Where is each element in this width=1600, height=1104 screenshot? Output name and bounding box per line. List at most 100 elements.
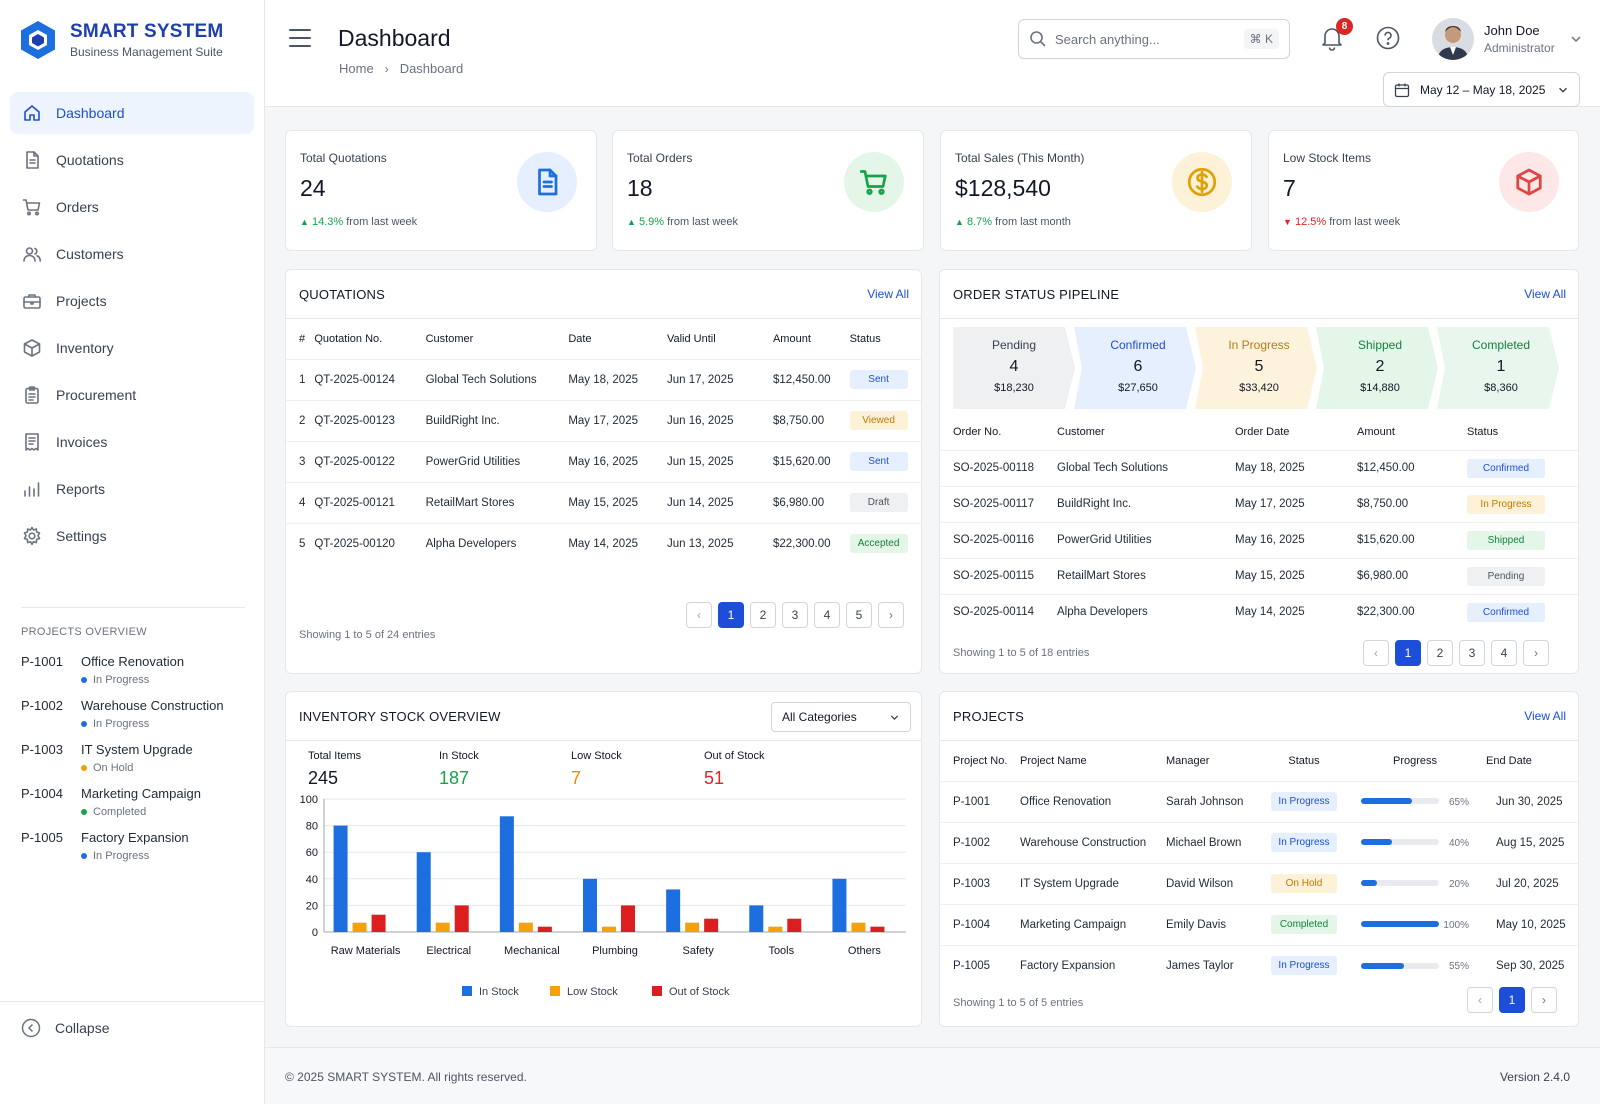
- table-row[interactable]: P-1003 IT System Upgrade David Wilson On Ho…: [940, 862, 1578, 904]
- table-row[interactable]: P-1005 Factory Expansion James Taylor In Pr…: [940, 944, 1578, 986]
- column-header[interactable]: Amount: [772, 332, 811, 345]
- table-row[interactable]: 4 QT-2025-00121 RetailMart Stores May 15, 2…: [286, 481, 921, 523]
- table-row[interactable]: P-1004 Marketing Campaign Emily Davis Compl…: [940, 903, 1578, 945]
- page-button[interactable]: 1: [1395, 640, 1421, 666]
- stat-card[interactable]: Total Sales (This Month) $128,540 ▲ 8.7% f…: [940, 130, 1252, 251]
- sidebar-item-reports[interactable]: Reports: [10, 468, 254, 510]
- page-button[interactable]: 2: [1427, 640, 1453, 666]
- next-page-button[interactable]: ›: [1531, 987, 1557, 1013]
- pipeline-stage-in-progress[interactable]: In Progress 5 $33,420: [1195, 327, 1317, 409]
- sidebar-item-dashboard[interactable]: Dashboard: [10, 92, 254, 134]
- breadcrumb-home[interactable]: Home: [339, 61, 374, 76]
- table-row[interactable]: SO-2025-00116 PowerGrid Utilities May 16, …: [940, 521, 1578, 558]
- pipeline-stage-shipped[interactable]: Shipped 2 $14,880: [1316, 327, 1438, 409]
- column-header[interactable]: Project No.: [953, 754, 1008, 767]
- column-header[interactable]: Date: [568, 332, 592, 345]
- sidebar-item-quotations[interactable]: Quotations: [10, 139, 254, 181]
- page-button[interactable]: 5: [846, 602, 872, 628]
- search-input[interactable]: Search anything... ⌘ K: [1018, 19, 1290, 59]
- table-row[interactable]: 5 QT-2025-00120 Alpha Developers May 14, 20…: [286, 522, 921, 564]
- projects-overview: PROJECTS OVERVIEW P-1001 Office Renovatio…: [21, 607, 245, 874]
- projects-overview-item[interactable]: P-1003 IT System Upgrade On Hold: [21, 742, 245, 774]
- column-header[interactable]: Project Name: [1020, 754, 1087, 767]
- column-header[interactable]: Manager: [1166, 754, 1210, 767]
- projects-overview-item[interactable]: P-1001 Office Renovation In Progress: [21, 654, 245, 686]
- column-header[interactable]: Progress: [1392, 754, 1438, 767]
- progress-fill: [1361, 921, 1439, 928]
- date-range-picker[interactable]: May 12 – May 18, 2025: [1383, 72, 1580, 107]
- pipeline-stage-confirmed[interactable]: Confirmed 6 $27,650: [1074, 327, 1196, 409]
- collapse-button[interactable]: Collapse: [0, 1001, 264, 1038]
- sidebar-item-inventory[interactable]: Inventory: [10, 327, 254, 369]
- column-header[interactable]: Status: [849, 332, 881, 345]
- stat-card[interactable]: Total Orders 18 ▲ 5.9% from last week: [612, 130, 924, 251]
- column-header[interactable]: #: [299, 332, 306, 345]
- stat-card[interactable]: Total Quotations 24 ▲ 14.3% from last week: [285, 130, 597, 251]
- bell-icon[interactable]: [1319, 25, 1345, 51]
- table-row[interactable]: 1 QT-2025-00124 Global Tech Solutions May 1…: [286, 358, 921, 400]
- avatar[interactable]: [1432, 18, 1474, 60]
- page-button[interactable]: 4: [1491, 640, 1517, 666]
- help-icon[interactable]: [1375, 25, 1401, 51]
- column-header[interactable]: Valid Until: [666, 332, 716, 345]
- column-header[interactable]: Amount: [1357, 425, 1395, 438]
- stat-card[interactable]: Low Stock Items 7 ▼ 12.5% from last week: [1268, 130, 1579, 251]
- column-header[interactable]: End Date: [1486, 754, 1532, 767]
- table-row[interactable]: 3 QT-2025-00122 PowerGrid Utilities May 16,…: [286, 440, 921, 482]
- pipeline-view-all-link[interactable]: View All: [1524, 287, 1566, 301]
- column-header[interactable]: Order No.: [953, 425, 1002, 438]
- stat-trend: ▲ 5.9% from last week: [627, 216, 738, 228]
- table-row[interactable]: P-1002 Warehouse Construction Michael Brow…: [940, 821, 1578, 863]
- sidebar-item-projects[interactable]: Projects: [10, 280, 254, 322]
- quotations-view-all-link[interactable]: View All: [867, 287, 909, 301]
- table-row[interactable]: SO-2025-00118 Global Tech Solutions May 18…: [940, 449, 1578, 486]
- sidebar-item-invoices[interactable]: Invoices: [10, 421, 254, 463]
- page-button[interactable]: 1: [1499, 987, 1525, 1013]
- prev-page-button[interactable]: ‹: [1363, 640, 1389, 666]
- table-row[interactable]: SO-2025-00117 BuildRight Inc. May 17, 2025…: [940, 485, 1578, 522]
- table-row[interactable]: P-1001 Office Renovation Sarah Johnson In P…: [940, 780, 1578, 822]
- column-header[interactable]: Customer: [1057, 425, 1105, 438]
- sidebar-item-procurement[interactable]: Procurement: [10, 374, 254, 416]
- pipeline-stage-completed[interactable]: Completed 1 $8,360: [1437, 327, 1559, 409]
- page-button[interactable]: 2: [750, 602, 776, 628]
- summary-value: 245: [308, 768, 339, 788]
- pipeline-stage-pending[interactable]: Pending 4 $18,230: [953, 327, 1075, 409]
- page-button[interactable]: 4: [814, 602, 840, 628]
- column-header[interactable]: Quotation No.: [314, 332, 383, 345]
- bar-low-stock: [851, 922, 866, 932]
- stage-chevron-shape: [1316, 327, 1438, 409]
- page-button[interactable]: 1: [718, 602, 744, 628]
- page-button[interactable]: 3: [1459, 640, 1485, 666]
- projects-overview-item[interactable]: P-1002 Warehouse Construction In Progress: [21, 698, 245, 730]
- prev-page-button[interactable]: ‹: [1467, 987, 1493, 1013]
- next-page-button[interactable]: ›: [878, 602, 904, 628]
- brand-logo[interactable]: SMART SYSTEM Business Management Suite: [20, 20, 223, 60]
- bar-out-of-stock: [787, 918, 802, 932]
- table-cell: Sep 30, 2025: [1486, 944, 1578, 986]
- table-row[interactable]: 2 QT-2025-00123 BuildRight Inc. May 17, 202…: [286, 399, 921, 441]
- table-cell: RetailMart Stores: [1057, 557, 1235, 594]
- stage-chevron-shape: [1437, 327, 1559, 409]
- projects-view-all-link[interactable]: View All: [1524, 709, 1566, 723]
- column-header[interactable]: Customer: [425, 332, 474, 345]
- sidebar-item-customers[interactable]: Customers: [10, 233, 254, 275]
- category-filter-select[interactable]: All Categories: [771, 702, 911, 732]
- progress-fill: [1361, 798, 1412, 805]
- page-button[interactable]: 3: [782, 602, 808, 628]
- projects-overview-item[interactable]: P-1005 Factory Expansion In Progress: [21, 830, 245, 862]
- sidebar-item-settings[interactable]: Settings: [10, 515, 254, 557]
- table-row[interactable]: SO-2025-00115 RetailMart Stores May 15, 20…: [940, 557, 1578, 594]
- sidebar-item-orders[interactable]: Orders: [10, 186, 254, 228]
- column-header[interactable]: Status: [1288, 754, 1320, 767]
- menu-icon[interactable]: [288, 27, 312, 49]
- column-header[interactable]: Order Date: [1235, 425, 1290, 438]
- table-cell: P-1002: [940, 821, 1020, 863]
- chevron-down-icon[interactable]: [1569, 32, 1583, 46]
- projects-overview-item[interactable]: P-1004 Marketing Campaign Completed: [21, 786, 245, 818]
- y-tick-label: 20: [306, 900, 318, 912]
- table-row[interactable]: SO-2025-00114 Alpha Developers May 14, 202…: [940, 593, 1578, 630]
- next-page-button[interactable]: ›: [1523, 640, 1549, 666]
- prev-page-button[interactable]: ‹: [686, 602, 712, 628]
- column-header[interactable]: Status: [1467, 425, 1499, 438]
